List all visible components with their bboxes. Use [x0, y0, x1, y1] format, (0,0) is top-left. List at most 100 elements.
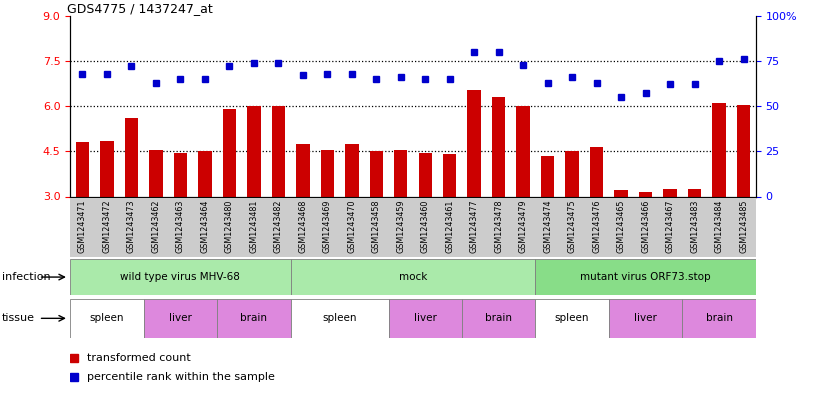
Bar — [634, 16, 657, 196]
Bar — [487, 16, 511, 196]
Text: GSM1243467: GSM1243467 — [666, 200, 675, 253]
Text: GSM1243485: GSM1243485 — [739, 200, 748, 253]
Bar — [266, 16, 291, 196]
Bar — [388, 299, 462, 338]
Bar — [541, 156, 554, 196]
Text: GSM1243470: GSM1243470 — [347, 200, 356, 253]
Bar — [712, 103, 726, 196]
Text: tissue: tissue — [2, 313, 35, 323]
Bar — [585, 196, 609, 257]
Bar — [217, 196, 242, 257]
Text: brain: brain — [485, 313, 512, 323]
Bar — [535, 299, 609, 338]
Bar — [119, 16, 144, 196]
Text: percentile rank within the sample: percentile rank within the sample — [87, 372, 274, 382]
Bar — [535, 259, 756, 295]
Bar — [638, 192, 653, 196]
Text: GSM1243468: GSM1243468 — [298, 200, 307, 253]
Bar — [296, 144, 310, 196]
Bar — [560, 196, 585, 257]
Text: spleen: spleen — [322, 313, 357, 323]
Bar — [707, 196, 731, 257]
Bar — [320, 150, 334, 196]
Bar — [462, 16, 487, 196]
Bar — [272, 106, 285, 196]
Bar — [315, 16, 339, 196]
Bar — [217, 299, 291, 338]
Bar — [535, 16, 560, 196]
Bar — [291, 16, 315, 196]
Bar — [198, 151, 211, 196]
Bar — [169, 196, 192, 257]
Bar — [291, 299, 388, 338]
Bar — [511, 16, 535, 196]
Text: GDS4775 / 1437247_at: GDS4775 / 1437247_at — [67, 2, 212, 15]
Bar — [266, 196, 291, 257]
Bar — [339, 16, 364, 196]
Bar — [438, 196, 462, 257]
Bar — [95, 16, 119, 196]
Bar — [192, 16, 217, 196]
Bar — [657, 196, 682, 257]
Text: GSM1243463: GSM1243463 — [176, 200, 185, 253]
Text: mutant virus ORF73.stop: mutant virus ORF73.stop — [581, 272, 711, 282]
Text: spleen: spleen — [90, 313, 124, 323]
Bar — [413, 196, 438, 257]
Bar — [511, 196, 535, 257]
Bar — [144, 16, 169, 196]
Bar — [566, 151, 579, 196]
Text: GSM1243484: GSM1243484 — [714, 200, 724, 253]
Text: infection: infection — [2, 272, 50, 282]
Bar — [609, 196, 634, 257]
Bar — [609, 16, 634, 196]
Text: liver: liver — [634, 313, 657, 323]
Bar — [119, 196, 144, 257]
Bar — [462, 299, 535, 338]
Bar — [590, 147, 603, 196]
Bar — [339, 196, 364, 257]
Text: GSM1243473: GSM1243473 — [127, 200, 136, 253]
Bar — [150, 150, 163, 196]
Text: GSM1243477: GSM1243477 — [470, 200, 479, 253]
Text: GSM1243461: GSM1243461 — [445, 200, 454, 253]
Bar — [173, 153, 188, 196]
Text: GSM1243469: GSM1243469 — [323, 200, 332, 253]
Text: GSM1243474: GSM1243474 — [544, 200, 552, 253]
Text: GSM1243476: GSM1243476 — [592, 200, 601, 253]
Bar — [492, 97, 506, 196]
Bar — [731, 16, 756, 196]
Bar — [388, 16, 413, 196]
Bar — [682, 196, 707, 257]
Bar — [369, 151, 383, 196]
Text: brain: brain — [240, 313, 268, 323]
Text: GSM1243462: GSM1243462 — [151, 200, 160, 253]
Text: GSM1243459: GSM1243459 — [396, 200, 406, 253]
Bar — [70, 299, 144, 338]
Text: brain: brain — [705, 313, 733, 323]
Text: GSM1243466: GSM1243466 — [641, 200, 650, 253]
Bar — [609, 299, 682, 338]
Bar — [70, 16, 95, 196]
Text: wild type virus MHV-68: wild type virus MHV-68 — [121, 272, 240, 282]
Text: GSM1243472: GSM1243472 — [102, 200, 112, 253]
Text: mock: mock — [399, 272, 427, 282]
Bar — [125, 118, 138, 196]
Bar — [737, 105, 750, 196]
Text: GSM1243482: GSM1243482 — [274, 200, 282, 253]
Bar — [144, 299, 217, 338]
Bar — [291, 196, 315, 257]
Text: GSM1243478: GSM1243478 — [494, 200, 503, 253]
Bar — [663, 189, 676, 196]
Bar — [657, 16, 682, 196]
Bar — [707, 16, 731, 196]
Text: transformed count: transformed count — [87, 353, 191, 363]
Bar — [443, 154, 457, 196]
Bar — [242, 16, 266, 196]
Bar — [291, 259, 535, 295]
Bar — [76, 142, 89, 196]
Bar — [247, 106, 260, 196]
Bar — [487, 196, 511, 257]
Text: GSM1243471: GSM1243471 — [78, 200, 87, 253]
Text: GSM1243464: GSM1243464 — [201, 200, 209, 253]
Text: GSM1243475: GSM1243475 — [567, 200, 577, 253]
